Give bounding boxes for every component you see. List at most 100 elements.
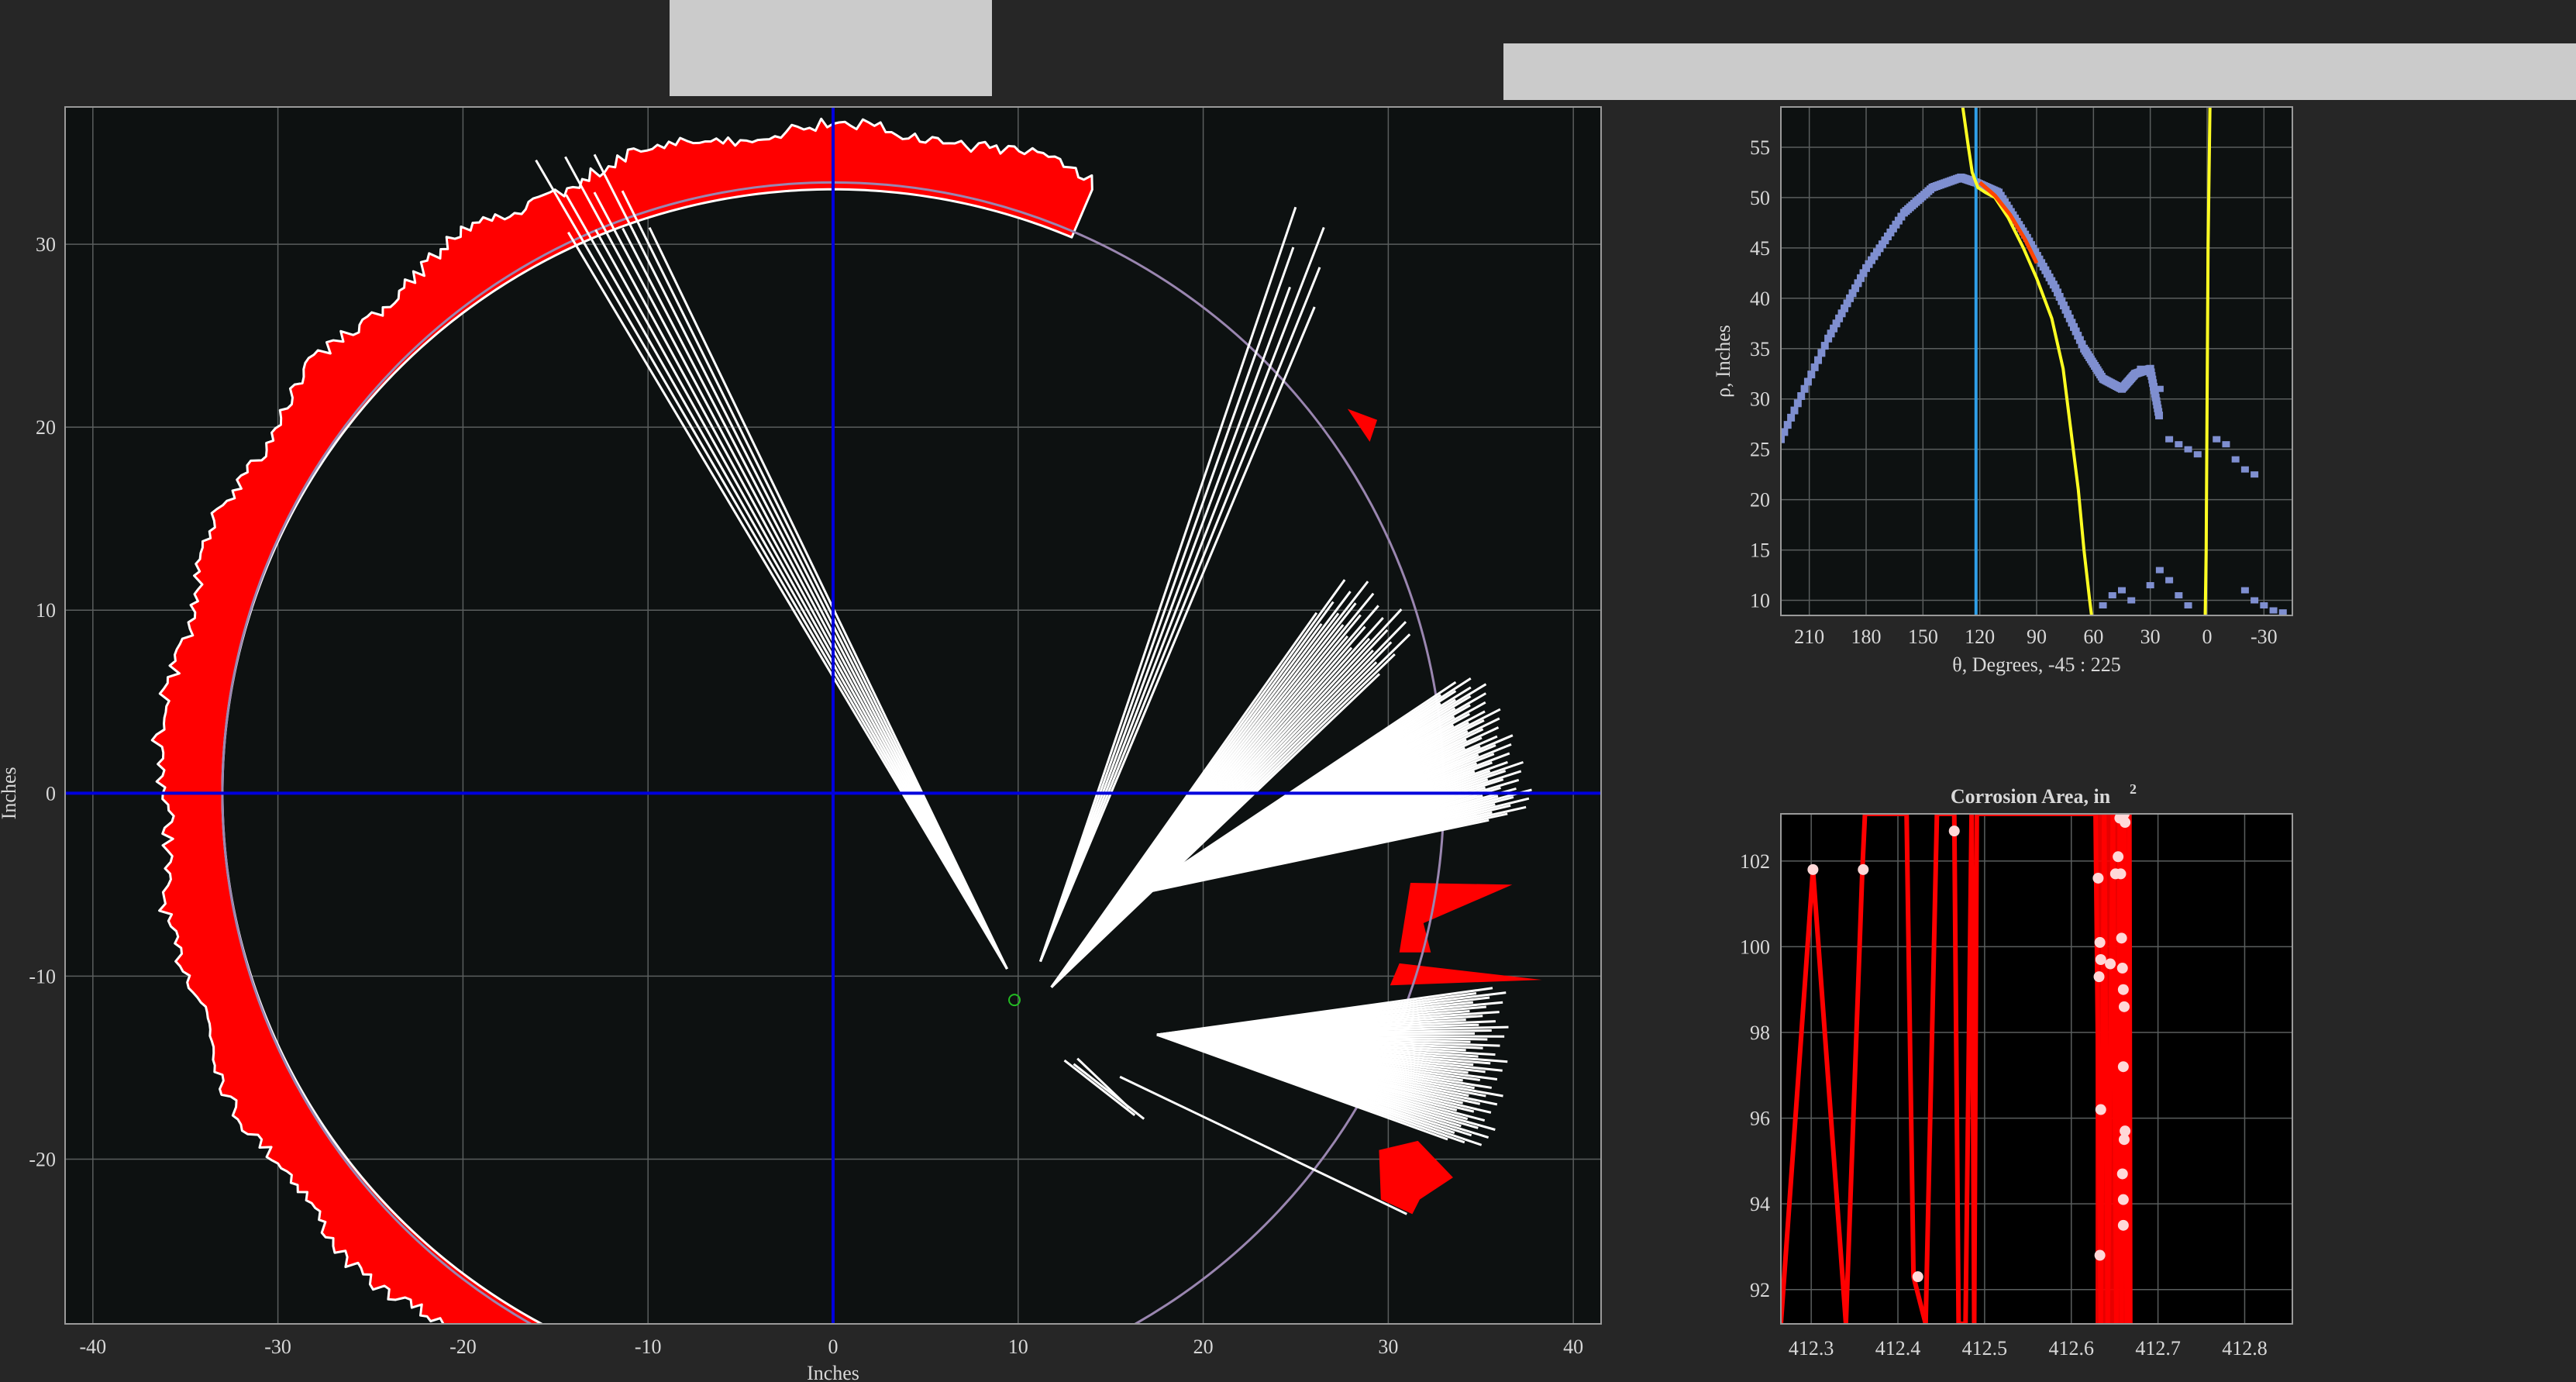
ray-line xyxy=(564,156,1008,970)
hough-point xyxy=(1881,236,1889,245)
hough-point xyxy=(2106,378,2114,387)
ray-line xyxy=(1156,1033,1483,1049)
corrosion-title-superscript: 2 xyxy=(2130,781,2137,797)
hough-point xyxy=(1980,182,1989,191)
hough-point xyxy=(1978,181,1987,190)
ray-line xyxy=(1156,1033,1500,1047)
polar-y-tick-label: 10 xyxy=(1750,590,1770,612)
hough-point xyxy=(2016,224,2025,233)
ray-line xyxy=(1156,1015,1483,1036)
ray-line xyxy=(1138,734,1514,895)
hough-point xyxy=(2025,237,2034,246)
hough-point xyxy=(1851,284,1860,292)
hough-point xyxy=(1947,177,1955,185)
ray-line xyxy=(1138,778,1504,895)
hough-point xyxy=(2100,375,2109,384)
ray-line xyxy=(1050,617,1384,988)
hough-point xyxy=(2054,288,2062,297)
ray-line xyxy=(567,231,1008,970)
ray-line xyxy=(1138,728,1484,895)
ray-line xyxy=(1050,602,1357,988)
hough-point xyxy=(1986,184,1995,193)
hough-point xyxy=(2240,466,2249,473)
hough-point xyxy=(2153,401,2161,409)
hough-point xyxy=(2065,314,2074,322)
hough-point xyxy=(2123,379,2131,388)
hough-point xyxy=(1781,428,1789,436)
hough-point xyxy=(2123,378,2132,387)
hough-point xyxy=(2102,377,2111,385)
ray-line xyxy=(1156,991,1477,1036)
ray-line xyxy=(1138,811,1493,895)
hough-point xyxy=(1781,435,1785,443)
ray-line xyxy=(1138,744,1496,895)
hough-point xyxy=(2148,375,2157,384)
corrosion-area-trace xyxy=(1781,814,2133,1324)
hough-point xyxy=(1942,178,1951,187)
hough-point xyxy=(2071,327,2080,336)
hough-point xyxy=(1854,279,1862,288)
ray-line xyxy=(1156,1033,1471,1043)
ray-line xyxy=(1156,1029,1492,1036)
corrosion-point xyxy=(2094,936,2106,948)
hough-point xyxy=(1897,212,1906,221)
ray-line xyxy=(1050,637,1371,988)
ray-line xyxy=(1039,306,1316,963)
hough-point xyxy=(1971,177,1979,186)
ray-line xyxy=(1156,1033,1455,1134)
hough-point xyxy=(1817,349,1826,357)
hough-point xyxy=(2096,370,2105,379)
corr-y-tick-label: 92 xyxy=(1750,1279,1770,1301)
hough-point xyxy=(1787,413,1796,422)
corrosion-point xyxy=(2117,1219,2129,1231)
corrosion-point xyxy=(1858,863,1869,875)
hough-point xyxy=(1938,180,1947,188)
hough-point xyxy=(1973,179,1982,188)
hough-point xyxy=(1989,186,1998,195)
corrosion-axes-frame xyxy=(1780,813,2293,1325)
hough-point xyxy=(1962,175,1971,184)
ray-line xyxy=(1156,1033,1474,1067)
ray-line xyxy=(1050,605,1379,988)
corrosion-point xyxy=(2117,1061,2129,1073)
corrosion-dense-band xyxy=(2096,814,2130,1324)
corrosion-point xyxy=(2117,1194,2129,1205)
ray-line xyxy=(1138,778,1520,895)
hough-point xyxy=(2059,302,2068,310)
ray-line xyxy=(1138,686,1472,895)
main-plot-content xyxy=(65,107,1601,1324)
hough-point xyxy=(2037,259,2046,267)
hough-point xyxy=(2151,393,2160,402)
ray-line xyxy=(1138,712,1471,895)
main-y-tick-label: 20 xyxy=(36,416,56,439)
ray-sweep-3 xyxy=(1138,677,1532,895)
hough-point xyxy=(2175,441,2183,448)
hough-point xyxy=(1820,342,1829,350)
corrosion-point xyxy=(2120,817,2131,829)
polar-y-tick-label: 15 xyxy=(1750,539,1770,562)
hough-point xyxy=(2023,233,2031,242)
main-x-tick-label: 0 xyxy=(828,1335,839,1358)
title-field-left[interactable] xyxy=(670,0,992,96)
ray-line xyxy=(1156,991,1507,1036)
hough-point xyxy=(2000,198,2009,206)
hough-point xyxy=(1920,191,1929,199)
hough-point xyxy=(1908,202,1917,210)
hough-point xyxy=(2140,367,2148,375)
hough-point xyxy=(2137,367,2146,376)
title-field-right[interactable] xyxy=(1503,43,2576,100)
corrosion-point xyxy=(1948,825,1960,837)
ray-line xyxy=(1138,707,1456,895)
ray-line xyxy=(1138,805,1527,895)
ray-line xyxy=(1138,770,1507,895)
ray-line xyxy=(1156,1033,1496,1056)
hough-point xyxy=(1830,324,1838,333)
ray-line xyxy=(1156,1033,1503,1098)
hough-point xyxy=(2251,471,2259,478)
main-y-tick-label: -10 xyxy=(29,965,56,987)
hough-point xyxy=(1837,309,1846,318)
hough-point xyxy=(2089,360,2098,368)
hough-point xyxy=(2061,305,2070,314)
polar-axes-background xyxy=(1781,107,2292,615)
corrosion-patch-1 xyxy=(1399,883,1513,953)
